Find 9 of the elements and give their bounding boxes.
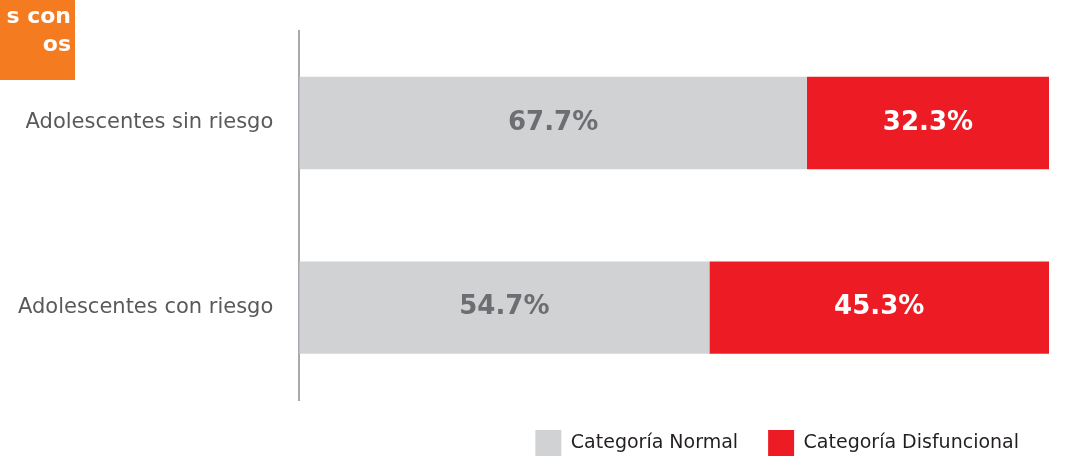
y-tick-label: Adolescentes sin riesgo xyxy=(25,109,274,134)
data-label: 67.7% xyxy=(507,105,599,136)
data-label: 45.3% xyxy=(834,290,925,321)
data-label: 32.3% xyxy=(882,105,974,136)
legend-label: Categoría Disfuncional xyxy=(803,429,1019,452)
legend-label: Categoría Normal xyxy=(570,429,739,452)
y-tick-label: Adolescentes con riesgo xyxy=(17,294,274,319)
text: s con os xyxy=(0,0,75,80)
data-label: 54.7% xyxy=(459,290,550,321)
